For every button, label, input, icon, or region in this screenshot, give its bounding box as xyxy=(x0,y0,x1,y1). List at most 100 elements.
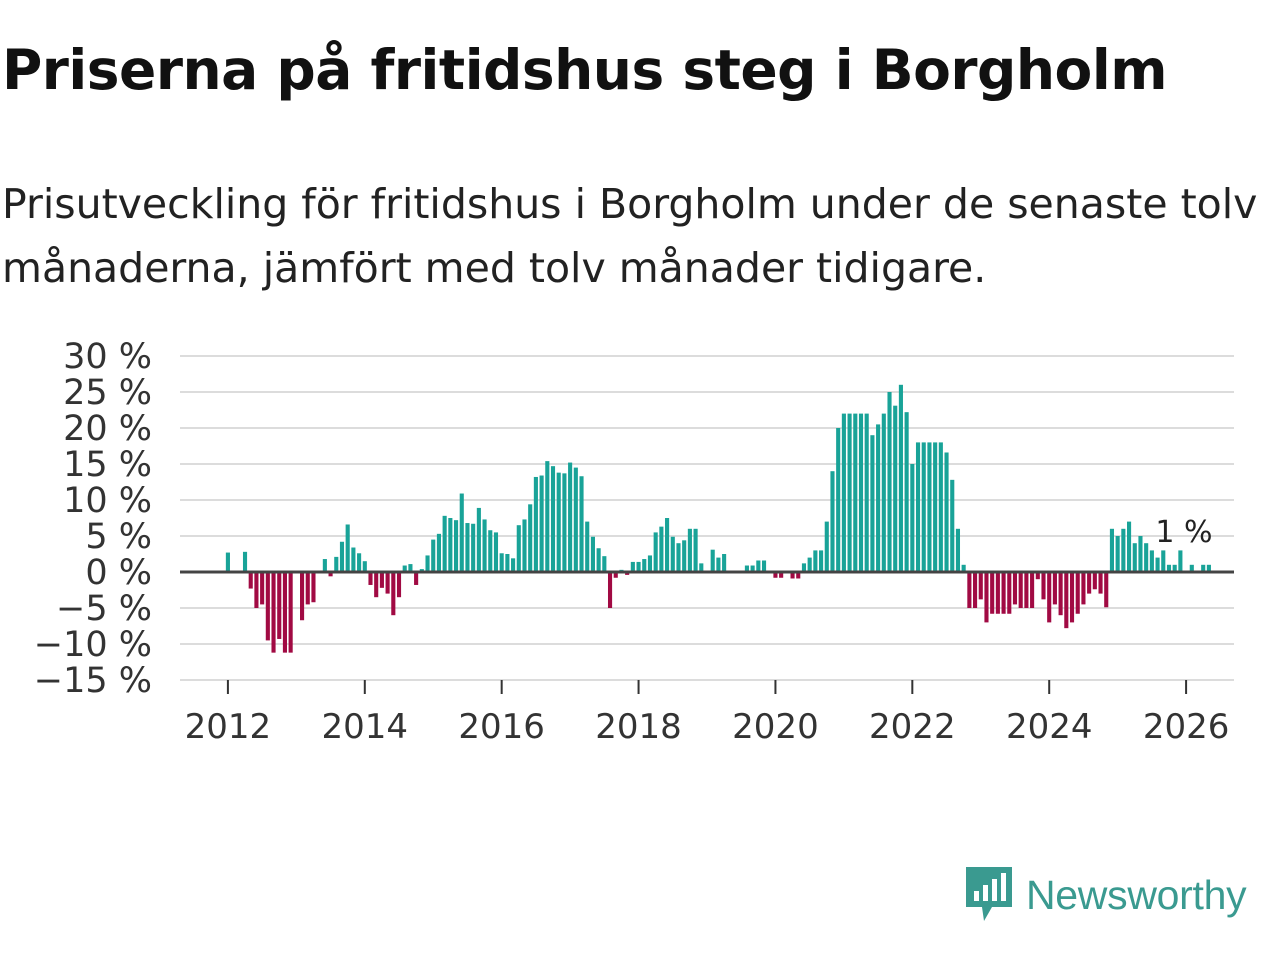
bar xyxy=(1121,528,1126,572)
bar xyxy=(362,561,367,572)
bar xyxy=(357,553,362,572)
bar xyxy=(653,532,658,572)
bar xyxy=(761,560,767,572)
bar xyxy=(545,461,550,572)
bar xyxy=(436,533,441,572)
bar xyxy=(1127,521,1132,572)
x-tick-label: 2012 xyxy=(185,707,272,747)
bar xyxy=(699,563,704,572)
axes: 30 %25 %20 %15 %10 %5 %0 %−5 %−10 %−15 %… xyxy=(34,337,1234,747)
bar xyxy=(248,572,253,589)
bar xyxy=(459,493,464,572)
bar xyxy=(1161,550,1166,572)
bar xyxy=(288,572,293,653)
bar xyxy=(282,572,287,653)
y-tick-label: 25 % xyxy=(63,373,152,413)
bar xyxy=(607,572,613,608)
bar xyxy=(864,413,869,572)
bar xyxy=(488,530,493,572)
bar xyxy=(636,561,641,572)
bar xyxy=(1012,572,1018,605)
bar xyxy=(271,572,276,653)
bar xyxy=(1189,564,1194,572)
bar xyxy=(465,523,470,572)
bar xyxy=(670,536,675,572)
bar xyxy=(938,442,943,572)
bar xyxy=(431,539,436,572)
bar xyxy=(984,572,989,623)
bar xyxy=(351,547,356,572)
bar xyxy=(642,559,647,572)
y-tick-label: −10 % xyxy=(34,625,152,665)
bar xyxy=(391,572,396,616)
bar xyxy=(870,435,875,572)
bar xyxy=(385,572,390,594)
bar xyxy=(744,565,749,572)
bar xyxy=(408,564,413,572)
bar xyxy=(750,565,755,572)
bar xyxy=(1030,572,1035,608)
bar xyxy=(961,564,966,572)
x-tick-label: 2026 xyxy=(1143,707,1230,747)
bar xyxy=(305,572,310,605)
y-tick-label: −5 % xyxy=(56,589,152,629)
bar xyxy=(345,524,350,572)
bar xyxy=(898,384,903,572)
bar xyxy=(1052,572,1057,605)
chart-subtitle: Prisutveckling för fritidshus i Borgholm… xyxy=(2,180,1258,292)
bar xyxy=(853,413,858,572)
bar xyxy=(1098,572,1103,594)
bar xyxy=(453,520,459,572)
bar xyxy=(1109,528,1114,572)
bar xyxy=(1132,543,1137,572)
bar xyxy=(1058,572,1063,616)
y-tick-label: 0 % xyxy=(85,553,152,593)
bar xyxy=(841,413,846,572)
bar xyxy=(596,548,601,572)
bar xyxy=(225,552,230,572)
bar xyxy=(807,557,812,572)
bar xyxy=(915,442,921,572)
x-tick-label: 2018 xyxy=(595,707,682,747)
bar xyxy=(396,572,402,598)
bar xyxy=(539,475,544,572)
bar xyxy=(328,572,333,577)
x-tick-label: 2014 xyxy=(322,707,409,747)
bar xyxy=(425,555,430,572)
bar xyxy=(676,543,681,572)
bar xyxy=(933,442,938,572)
bar xyxy=(374,572,379,598)
bar xyxy=(1001,572,1006,614)
x-tick-label: 2016 xyxy=(458,707,545,747)
bar xyxy=(1075,572,1080,614)
bar xyxy=(847,413,852,572)
brand-name: Newsworthy xyxy=(1026,871,1247,918)
bar xyxy=(613,572,618,578)
bar xyxy=(590,536,595,572)
y-tick-label: 5 % xyxy=(85,517,152,557)
bar xyxy=(682,540,687,572)
bar xyxy=(630,561,635,572)
y-tick-label: 15 % xyxy=(63,445,152,485)
bar xyxy=(773,572,778,578)
bar xyxy=(978,572,983,600)
bar xyxy=(1069,572,1075,623)
bar xyxy=(904,412,909,572)
bar xyxy=(1149,550,1154,572)
bar xyxy=(693,528,698,572)
bar xyxy=(950,479,955,572)
bar xyxy=(579,476,584,572)
bar xyxy=(260,572,265,605)
bar xyxy=(476,507,481,572)
bar xyxy=(722,554,727,572)
bar xyxy=(1144,543,1149,572)
y-tick-label: 20 % xyxy=(63,409,152,449)
bar xyxy=(568,462,573,572)
bar xyxy=(1201,564,1206,572)
bar xyxy=(824,521,829,572)
bar xyxy=(602,556,607,572)
bar xyxy=(1081,572,1086,605)
bar xyxy=(339,541,345,572)
bar xyxy=(921,442,926,572)
y-tick-label: −15 % xyxy=(34,661,152,701)
